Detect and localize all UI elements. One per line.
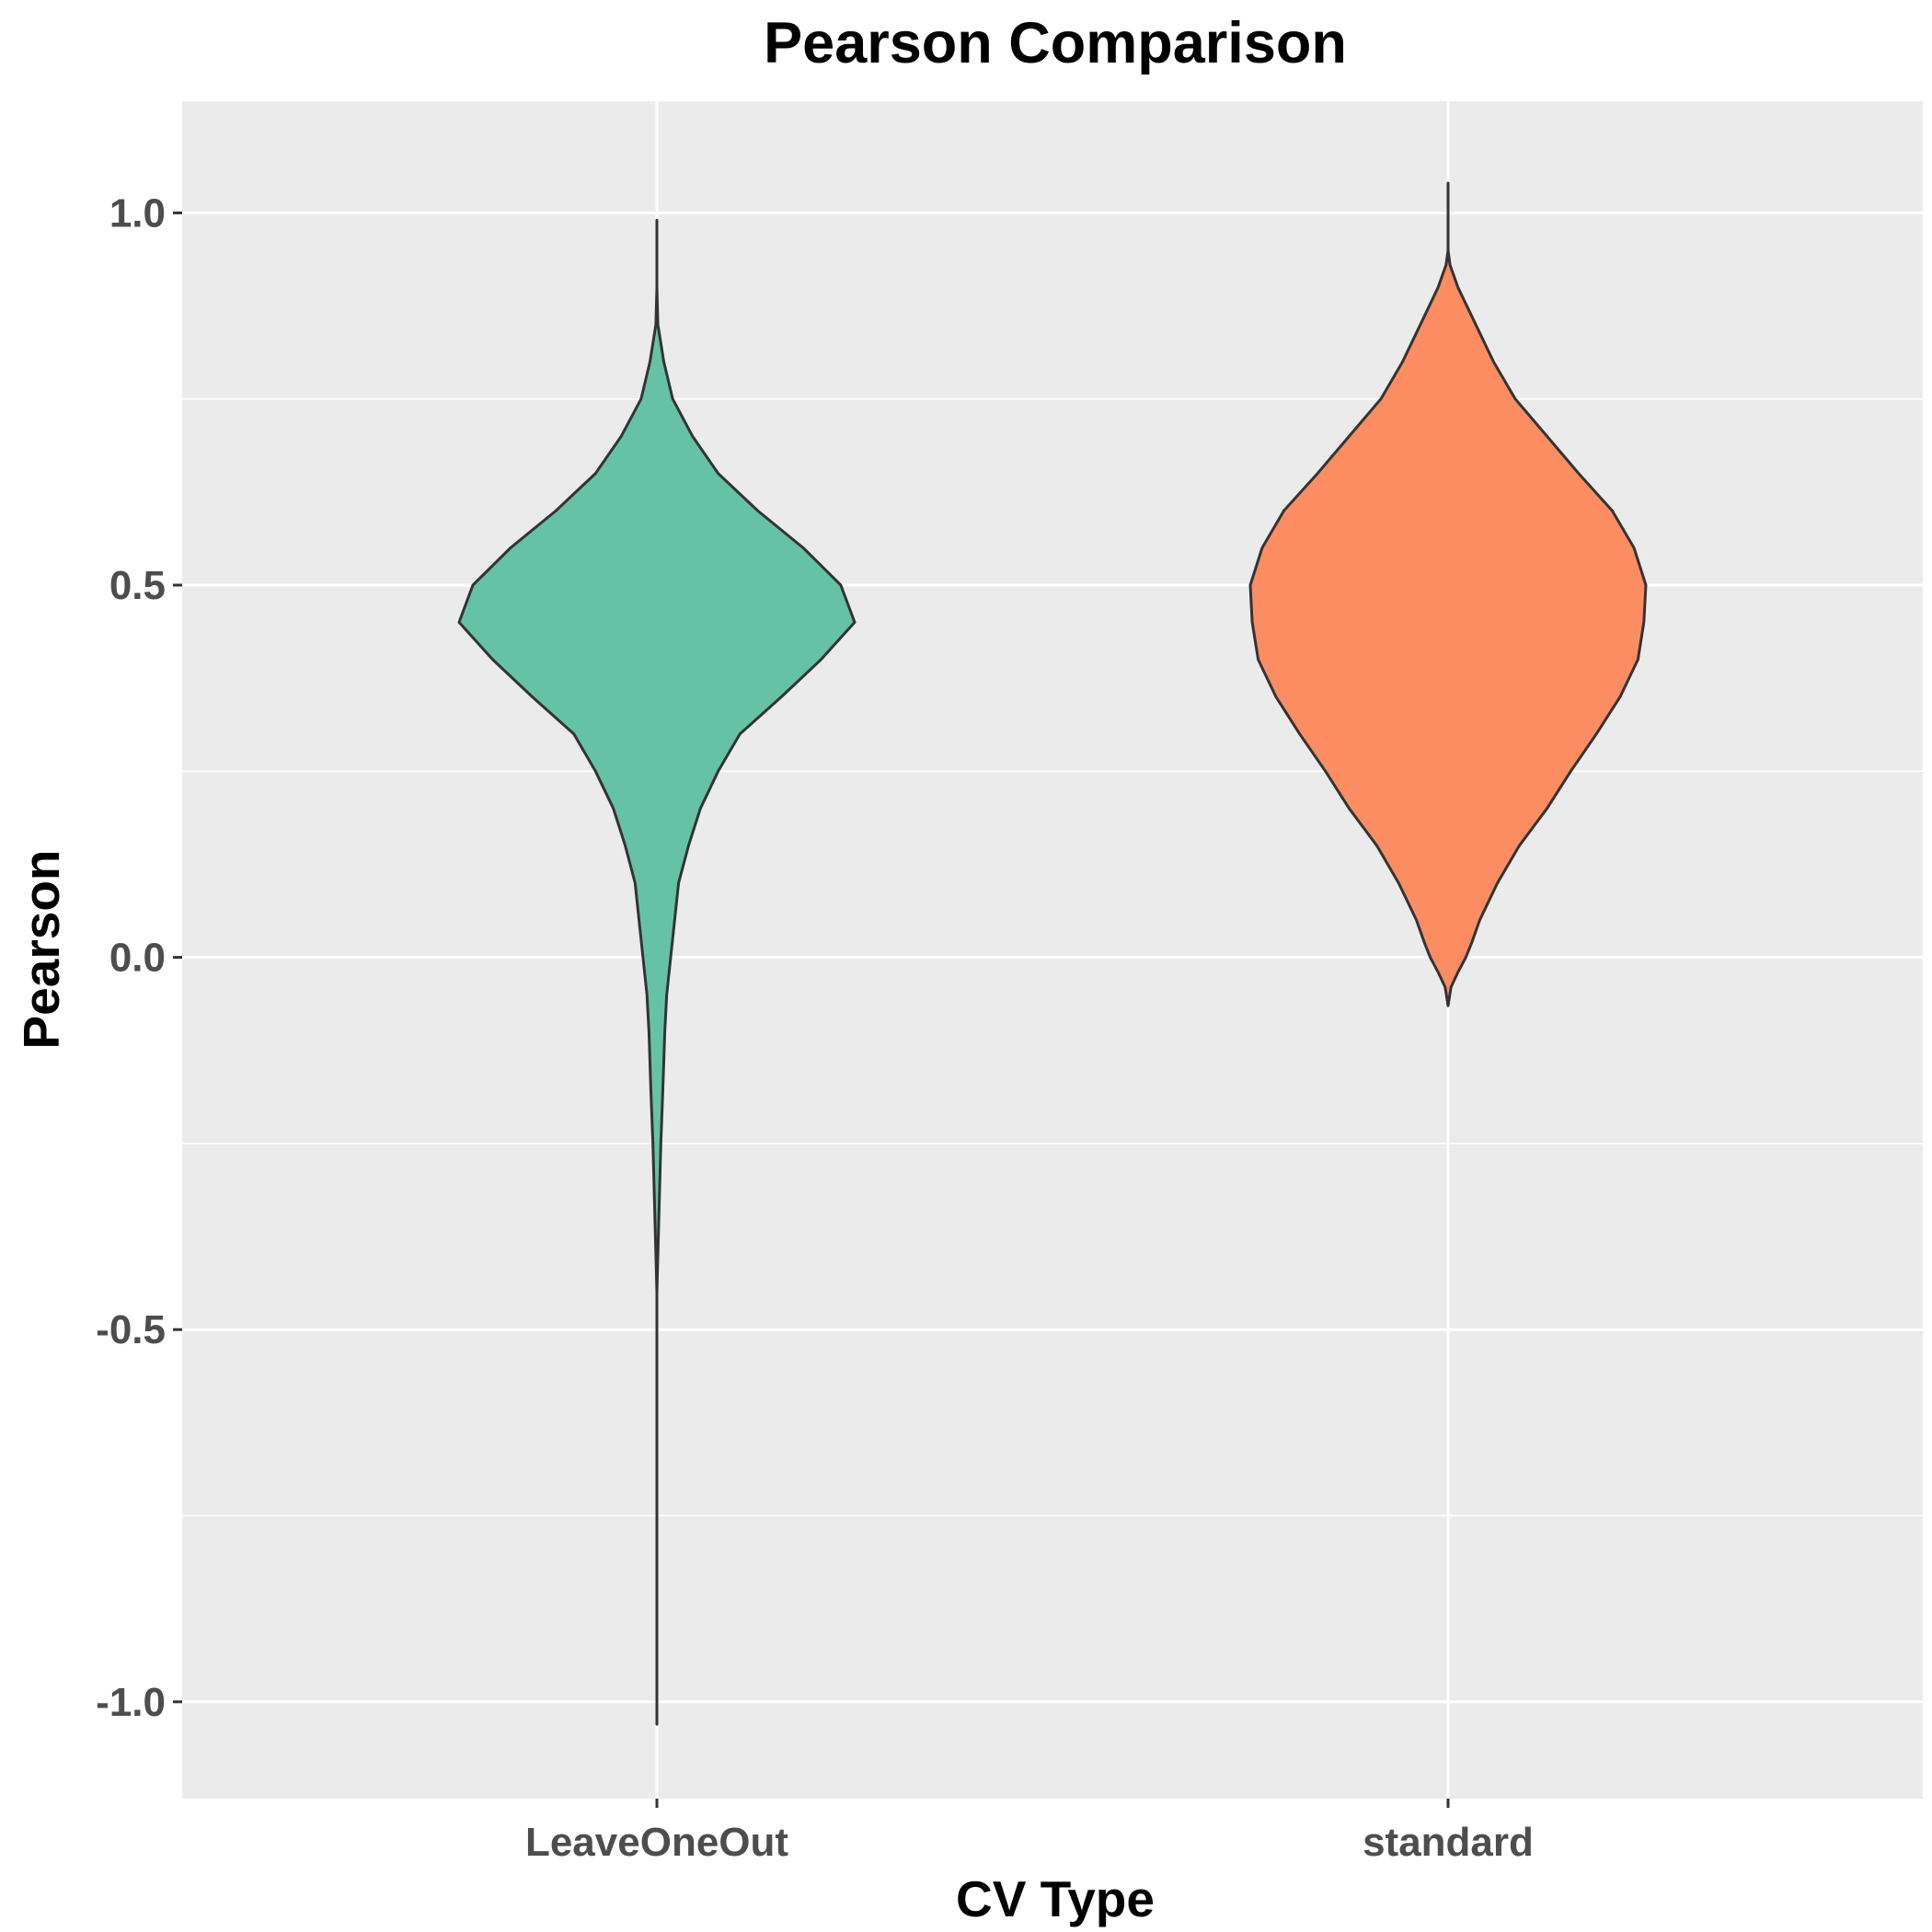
plot-panel bbox=[182, 101, 1923, 1799]
x-tick-label: LeaveOneOut bbox=[525, 1820, 788, 1865]
y-tick-label: 0.0 bbox=[109, 936, 166, 981]
y-tick-label: 1.0 bbox=[109, 190, 166, 236]
x-tick-label: standard bbox=[1363, 1820, 1534, 1865]
chart-title: Pearson Comparison bbox=[764, 11, 1347, 75]
y-tick-label: 0.5 bbox=[109, 563, 166, 608]
axes: -1.0 -0.5 0.0 0.5 1.0 LeaveOneOut standard bbox=[96, 190, 1534, 1865]
violin-standard bbox=[1248, 181, 1648, 1007]
x-axis-title: CV Type bbox=[956, 1870, 1155, 1927]
violins bbox=[457, 181, 1648, 1726]
y-axis-title: Pearson bbox=[13, 849, 70, 1049]
violin-leaveoneout bbox=[457, 219, 857, 1726]
y-tick-label: -0.5 bbox=[96, 1307, 166, 1352]
y-tick-label: -1.0 bbox=[96, 1680, 166, 1725]
